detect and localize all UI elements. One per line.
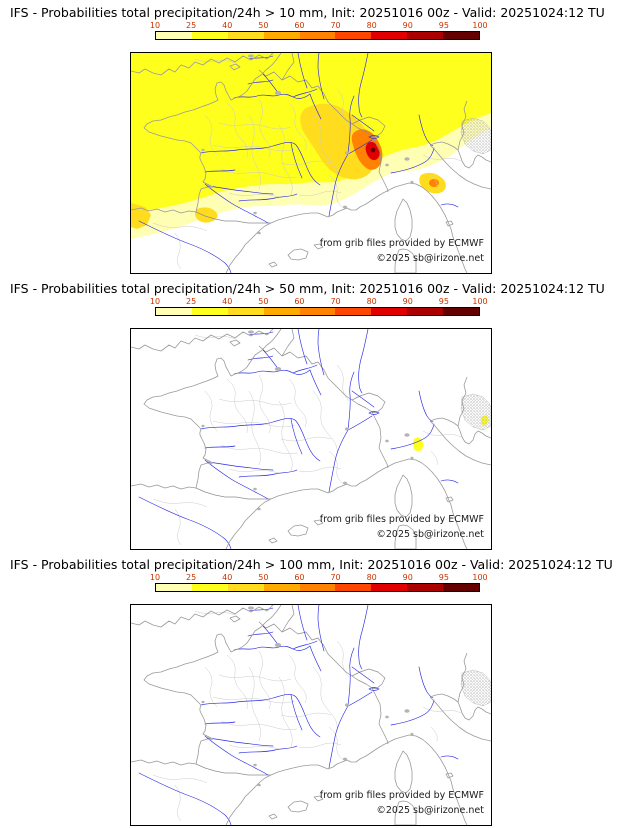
colorbar-tick-label: 95: [438, 573, 449, 582]
colorbar-segment: [443, 584, 480, 591]
forecast-map-gt10: [131, 53, 491, 273]
colorbar-tick-label: 95: [438, 21, 449, 30]
colorbar-segment: [299, 32, 336, 39]
colorbar-tick-label: 60: [294, 21, 305, 30]
attribution-ecmwf: from grib files provided by ECMWF: [319, 513, 484, 525]
attribution-copyright: ©2025 sb@irizone.net: [376, 253, 484, 265]
colorbar-labels: 10 25 40 50 60 70 80 90 95 100: [150, 297, 488, 307]
colorbar-segment: [227, 32, 264, 39]
colorbar-segment: [227, 584, 264, 591]
colorbar-tick-label: 40: [222, 21, 233, 30]
map-gt50: from grib files provided by ECMWF ©2025 …: [130, 328, 492, 550]
colorbar-segment: [191, 32, 228, 39]
colorbar-segment: [299, 308, 336, 315]
colorbar-tick-label: 80: [366, 573, 377, 582]
map-attribution: from grib files provided by ECMWF ©2025 …: [320, 512, 484, 543]
colorbar-tick-label: 50: [258, 21, 269, 30]
attribution-ecmwf: from grib files provided by ECMWF: [319, 789, 484, 801]
colorbar-tick-label: 25: [186, 573, 197, 582]
colorbar-tick-label: 60: [294, 573, 305, 582]
panel-title: IFS - Probabilities total precipitation/…: [10, 557, 613, 572]
colorbar-segment: [263, 584, 300, 591]
colorbar: 10 25 40 50 60 70 80 90 95 100: [150, 573, 488, 592]
colorbar-segment: [156, 308, 192, 315]
precip-area-pyrenees: [195, 207, 218, 223]
colorbar-tick-label: 25: [186, 297, 197, 306]
colorbar-labels: 10 25 40 50 60 70 80 90 95 100: [150, 21, 488, 31]
map-attribution: from grib files provided by ECMWF ©2025 …: [320, 788, 484, 819]
colorbar-segment: [299, 584, 336, 591]
panel-gt100: IFS - Probabilities total precipitation/…: [0, 552, 630, 828]
colorbar-segment: [371, 584, 408, 591]
colorbar-segment: [335, 308, 372, 315]
map-gt100: from grib files provided by ECMWF ©2025 …: [130, 604, 492, 826]
forecast-map-gt50: [131, 329, 491, 549]
precip-area-liguria-core: [429, 179, 439, 187]
colorbar-segment: [407, 308, 444, 315]
colorbar-segment: [407, 32, 444, 39]
colorbar: 10 25 40 50 60 70 80 90 95 100: [150, 21, 488, 40]
colorbar-tick-label: 50: [258, 573, 269, 582]
colorbar-bar: [155, 583, 480, 592]
panel-title: IFS - Probabilities total precipitation/…: [10, 5, 605, 20]
colorbar-tick-label: 40: [222, 573, 233, 582]
colorbar-tick-label: 25: [186, 21, 197, 30]
colorbar-tick-label: 40: [222, 297, 233, 306]
colorbar-tick-label: 70: [330, 21, 341, 30]
colorbar-segment: [263, 32, 300, 39]
colorbar-tick-label: 80: [366, 297, 377, 306]
colorbar-tick-label: 10: [149, 573, 161, 582]
colorbar-segment: [335, 584, 372, 591]
map-gt10: from grib files provided by ECMWF ©2025 …: [130, 52, 492, 274]
colorbar-tick-label: 10: [149, 21, 161, 30]
colorbar: 10 25 40 50 60 70 80 90 95 100: [150, 297, 488, 316]
colorbar-segment: [443, 32, 480, 39]
panel-title: IFS - Probabilities total precipitation/…: [10, 281, 605, 296]
colorbar-tick-label: 60: [294, 297, 305, 306]
colorbar-segment: [227, 308, 264, 315]
colorbar-segment: [156, 32, 192, 39]
colorbar-segment: [371, 32, 408, 39]
colorbar-tick-label: 50: [258, 297, 269, 306]
colorbar-labels: 10 25 40 50 60 70 80 90 95 100: [150, 573, 488, 583]
colorbar-segment: [156, 584, 192, 591]
colorbar-tick-label: 95: [438, 297, 449, 306]
colorbar-tick-label: 100: [472, 21, 488, 30]
colorbar-segment: [407, 584, 444, 591]
attribution-copyright: ©2025 sb@irizone.net: [376, 805, 484, 817]
colorbar-bar: [155, 31, 480, 40]
colorbar-segment: [371, 308, 408, 315]
colorbar-segment: [443, 308, 480, 315]
colorbar-tick-label: 80: [366, 21, 377, 30]
attribution-copyright: ©2025 sb@irizone.net: [376, 529, 484, 541]
colorbar-segment: [191, 308, 228, 315]
colorbar-tick-label: 90: [402, 573, 413, 582]
colorbar-tick-label: 90: [402, 297, 413, 306]
colorbar-segment: [263, 308, 300, 315]
precip-speck-liguria: [413, 437, 424, 452]
colorbar-bar: [155, 307, 480, 316]
colorbar-segment: [335, 32, 372, 39]
colorbar-tick-label: 100: [472, 573, 488, 582]
precip-area-tier8-dot: [370, 147, 376, 153]
map-attribution: from grib files provided by ECMWF ©2025 …: [320, 236, 484, 267]
colorbar-tick-label: 90: [402, 21, 413, 30]
colorbar-tick-label: 100: [472, 297, 488, 306]
panel-gt10: IFS - Probabilities total precipitation/…: [0, 0, 630, 276]
colorbar-tick-label: 70: [330, 297, 341, 306]
panel-gt50: IFS - Probabilities total precipitation/…: [0, 276, 630, 552]
attribution-ecmwf: from grib files provided by ECMWF: [319, 237, 484, 249]
colorbar-tick-label: 10: [149, 297, 161, 306]
precip-overlay-gt10: [131, 53, 491, 239]
precip-area-tier3-center: [300, 103, 377, 180]
colorbar-segment: [191, 584, 228, 591]
colorbar-tick-label: 70: [330, 573, 341, 582]
